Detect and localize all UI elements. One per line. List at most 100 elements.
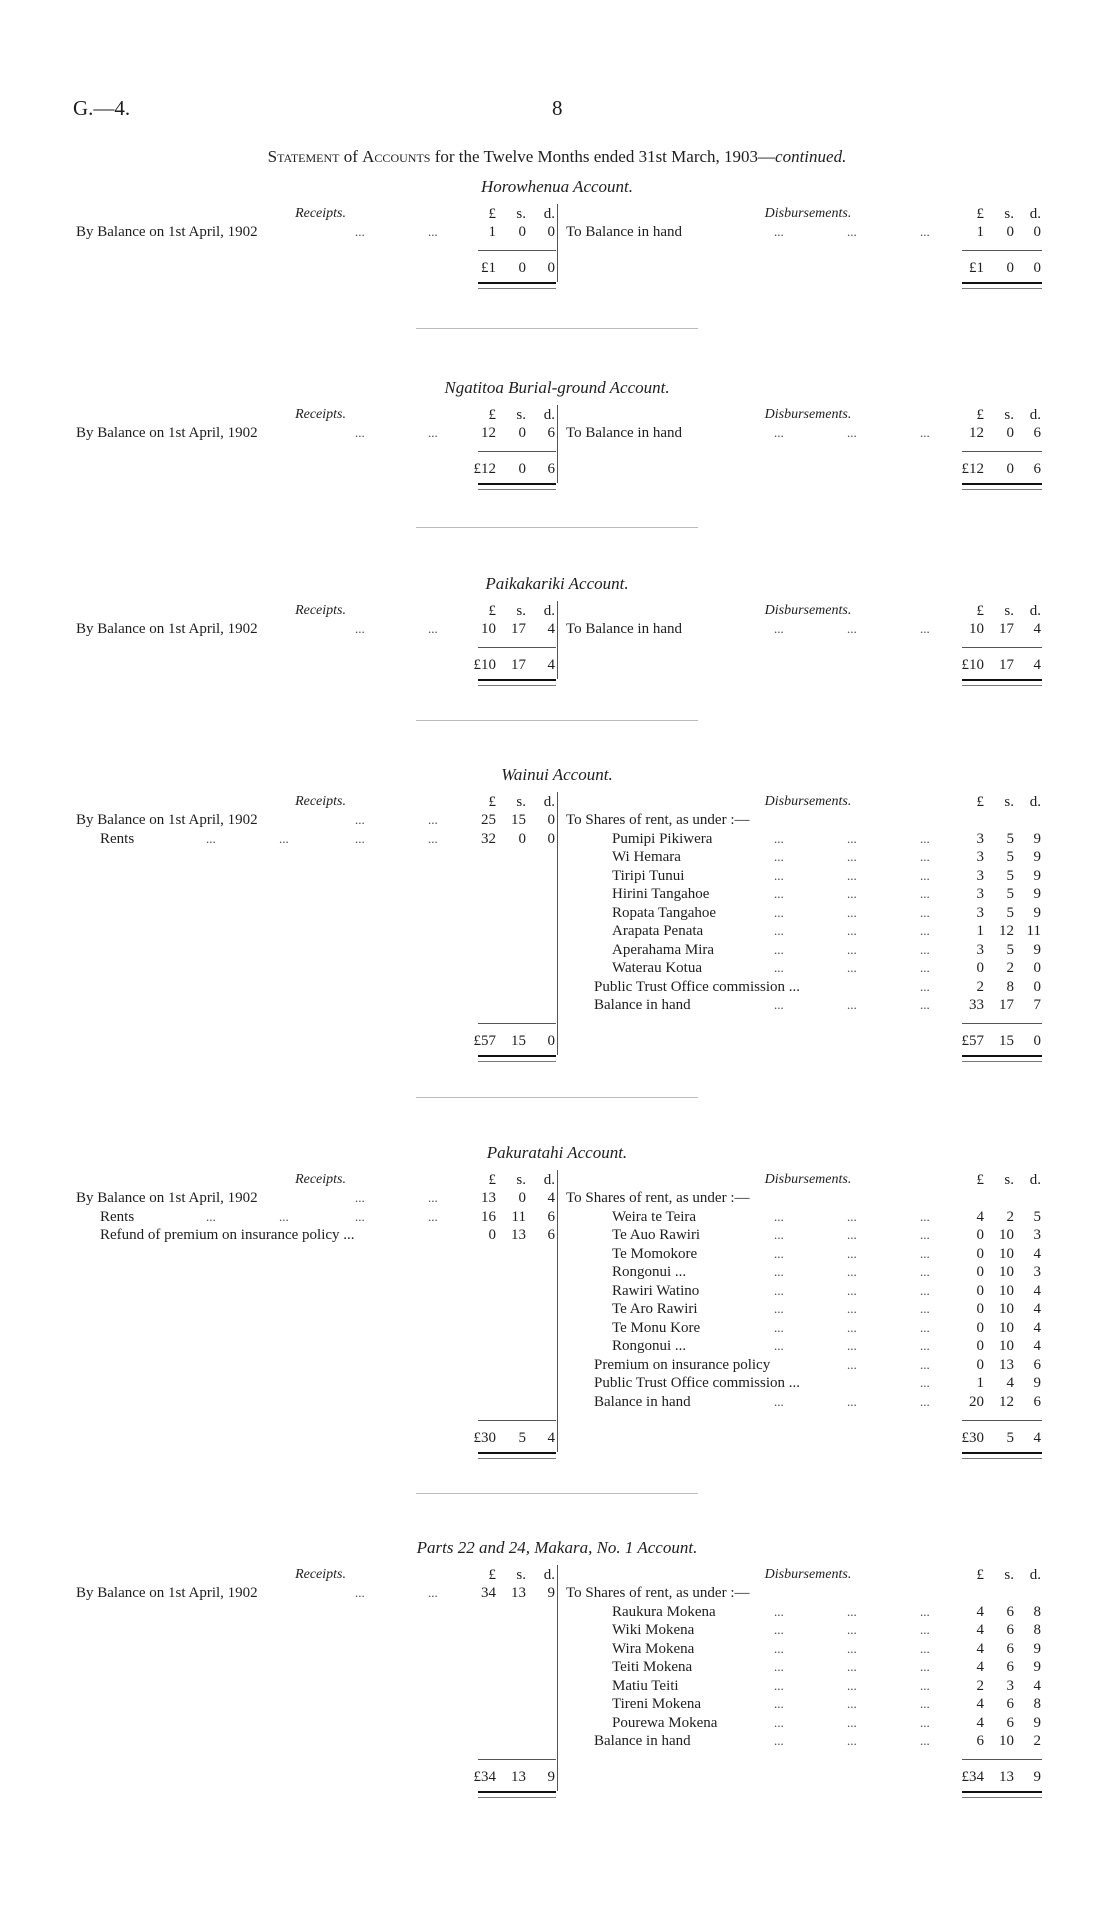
single-rule [478,250,556,251]
leader-dots: ... [355,425,365,440]
disbursement-label: Balance in hand [594,1393,691,1410]
pounds: 3 [976,830,985,847]
leader-dots: ... [847,1677,857,1693]
shillings-header: s. [516,1172,526,1188]
leader-dots: ... [847,425,857,440]
leader-dots: ... [920,867,930,883]
disbursement-label: Hirini Tangahoe [612,886,710,902]
shillings: 17 [999,997,1014,1013]
leader-dots: ... [847,1208,857,1224]
pence-header: d. [1029,1172,1041,1188]
shillings: 6 [1006,1696,1015,1712]
shillings: 6 [1006,1659,1015,1675]
leader-dots: ... [847,224,857,239]
disbursements-total-shillings: 0 [1006,260,1015,276]
leader-dots: ... [774,1393,784,1409]
receipt-label: By Balance on 1st April, 1902 [76,1585,258,1601]
pounds: 4 [976,1640,985,1657]
single-rule [478,1419,556,1421]
disbursements-total-pence: 9 [1033,1769,1042,1785]
receipts-total-pence: 6 [547,461,556,477]
pounds-header: £ [976,1567,985,1583]
leader-dots: ... [206,830,216,846]
shillings: 6 [1006,1640,1015,1657]
double-rule [962,679,1042,686]
pence: 8 [1033,1696,1042,1712]
pounds: 3 [976,886,985,902]
pence: 4 [547,621,556,637]
single-rule [478,647,556,648]
leader-dots: ... [774,224,784,239]
pounds: 10 [969,621,984,637]
disbursement-label: Te Auo Rawiri [612,1227,701,1243]
leader-dots: ... [774,1622,784,1637]
pounds: 0 [976,960,985,976]
disbursement-label: Wiki Mokena [612,1622,695,1638]
shillings: 13 [999,1356,1014,1373]
single-rule [962,1023,1042,1024]
disbursement-label: Public Trust Office commission ... [594,1375,800,1391]
disbursement-label: Wi Hemara [612,849,681,865]
pounds: 3 [976,867,985,884]
pounds: 12 [969,425,984,441]
pounds-header: £ [976,1172,985,1188]
leader-dots: ... [847,1714,857,1730]
disbursement-label: Balance in hand [594,997,691,1013]
disbursements-header: Disbursements. [764,794,852,809]
leader-dots: ... [920,1733,930,1748]
shillings-header: s. [1004,1567,1014,1583]
pence: 6 [1033,1356,1042,1373]
disbursements-header: Disbursements. [764,603,852,618]
receipts-header: Receipts. [295,1172,346,1187]
leader-dots: ... [847,867,857,883]
section-separator [416,720,698,721]
receipts-total-shillings: 0 [518,461,527,477]
pence: 4 [1033,621,1042,637]
double-rule [962,282,1042,289]
shillings: 13 [511,1227,526,1243]
leader-dots: ... [920,1227,930,1242]
account-title: Horowhenua Account. [480,177,634,196]
account-title: Paikakariki Account. [485,574,629,593]
pounds: 0 [976,1319,985,1336]
receipts-total-pence: 4 [547,657,556,673]
disbursements-total-pence: 0 [1033,1033,1042,1049]
leader-dots: ... [920,1282,930,1298]
leader-dots: ... [847,1319,857,1335]
pounds: 3 [976,849,985,865]
pence: 9 [1033,904,1042,921]
shillings: 3 [1006,1677,1015,1694]
leader-dots: ... [774,1319,784,1335]
leader-dots: ... [774,1208,784,1224]
pence: 8 [1033,1622,1042,1638]
shillings-header: s. [1004,1172,1014,1188]
shillings: 5 [1006,867,1015,884]
leader-dots: ... [920,941,930,957]
leader-dots: ... [920,1696,930,1711]
pounds: 0 [976,1338,985,1354]
receipts-total-shillings: 5 [518,1429,527,1446]
disbursements-total-shillings: 17 [999,657,1014,673]
double-rule [962,1055,1042,1062]
shillings: 6 [1006,1622,1015,1638]
pence: 0 [1033,224,1042,240]
statement-title: Statement of Accounts for the Twelve Mon… [0,146,1114,168]
leader-dots: ... [774,1603,784,1619]
receipts-header: Receipts. [295,794,346,809]
double-rule [478,1055,556,1062]
disbursement-label: Ropata Tangahoe [612,904,717,921]
shillings: 5 [1006,904,1015,921]
disbursement-label: Balance in hand [594,1733,691,1749]
page-number: 8 [552,96,563,120]
shillings: 0 [518,425,527,441]
pounds: 2 [976,1677,985,1694]
disbursement-label: To Balance in hand [566,224,682,240]
title-part: for the Twelve Months ended 31st March, … [430,147,776,166]
leader-dots: ... [774,904,784,920]
pounds: 4 [976,1622,985,1638]
leader-dots: ... [920,425,930,440]
receipt-label: By Balance on 1st April, 1902 [76,1190,258,1206]
shillings: 17 [511,621,526,637]
disbursement-label: Te Aro Rawiri [612,1301,698,1317]
receipts-total-pounds: £1 [481,260,496,276]
